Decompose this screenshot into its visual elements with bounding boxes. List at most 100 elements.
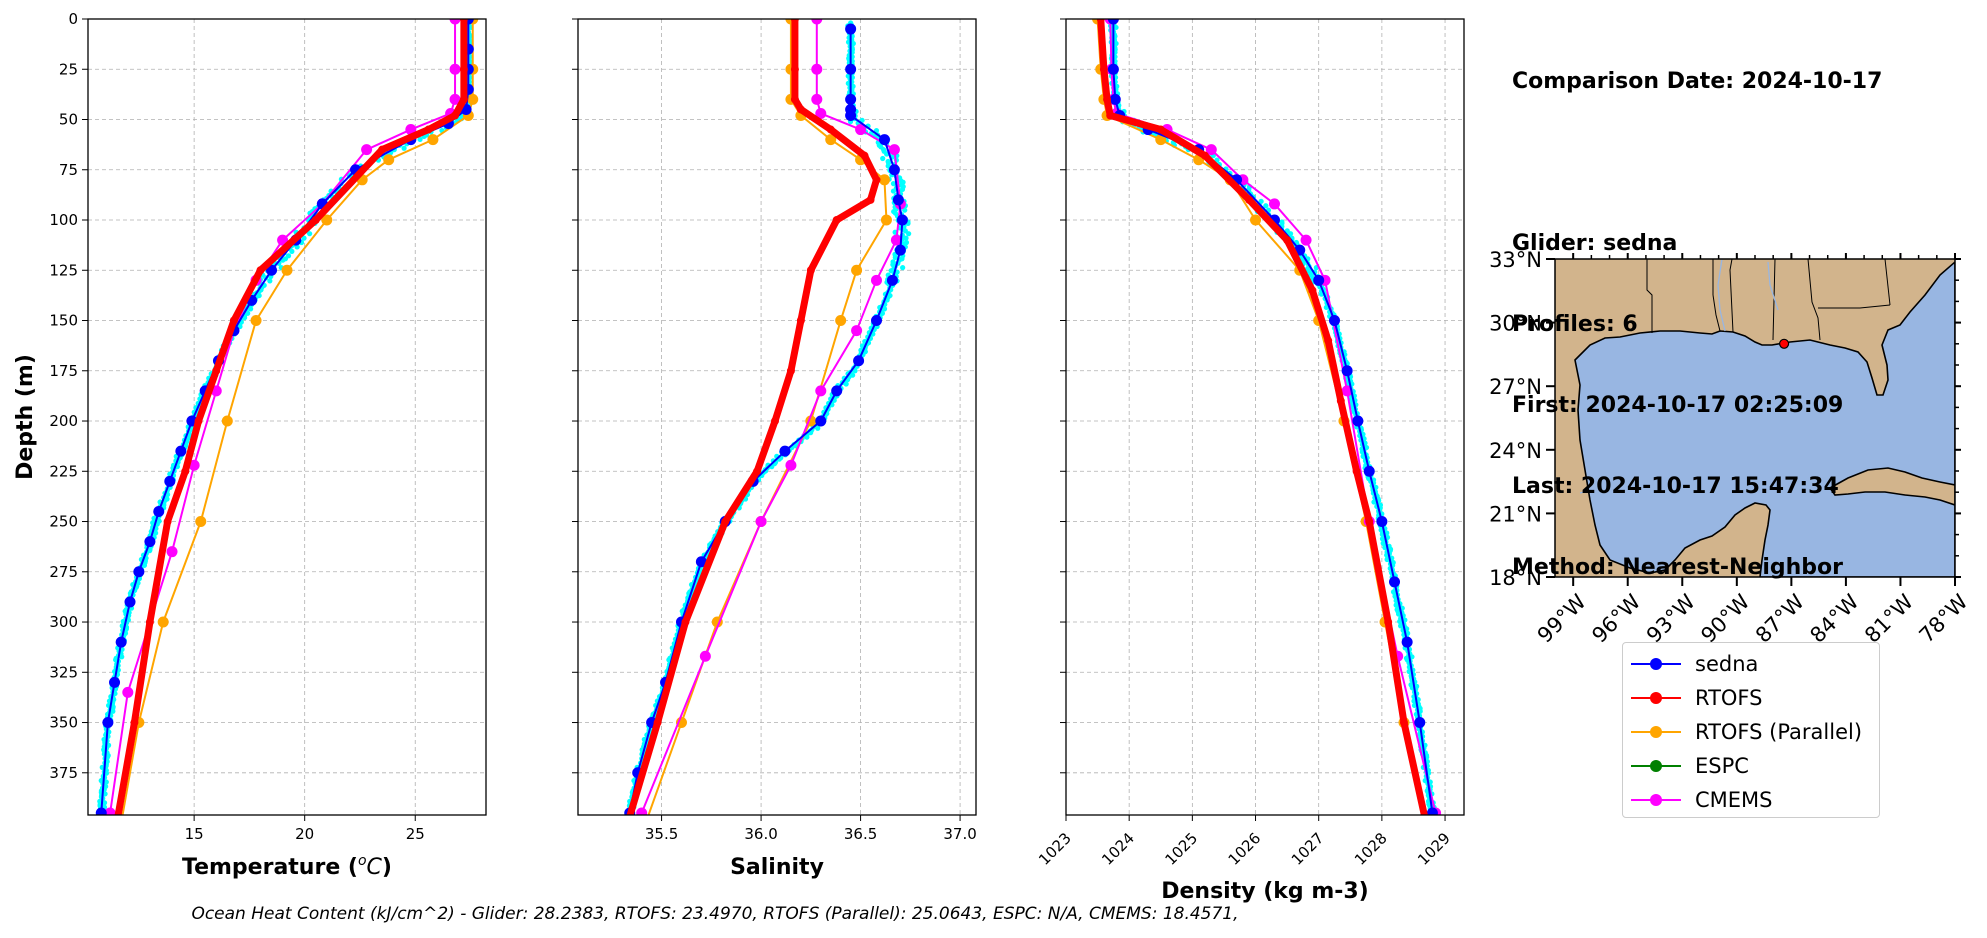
series-point-rtofs: [1106, 111, 1115, 120]
series-point-cmems: [890, 234, 902, 246]
panel-frame: [1065, 18, 1465, 816]
series-point-rtofs-parallel-: [880, 214, 892, 226]
series-point-rtofs-parallel-: [116, 818, 127, 829]
panel-data: [1092, 19, 1442, 815]
first-profile-time: First: 2024-10-17 02:25:09: [1512, 393, 1844, 418]
series-point-cmems: [449, 63, 461, 75]
series-point-sedna: [109, 676, 121, 688]
glider-point: [885, 163, 891, 169]
interpolation-method: Method: Nearest-Neighbor: [1512, 555, 1843, 580]
series-point-rtofs: [229, 316, 238, 325]
y-tick-label: 75: [59, 161, 78, 179]
glider-point: [892, 254, 898, 260]
series-point-rtofs: [1103, 95, 1112, 104]
legend-item-sedna: sedna: [1623, 647, 1879, 681]
glider-point: [900, 265, 906, 271]
series-point-rtofs: [1283, 236, 1292, 245]
series-point-rtofs: [424, 125, 433, 134]
glider-point: [307, 231, 313, 237]
legend-swatch: [1631, 756, 1681, 776]
series-point-cmems: [699, 650, 711, 662]
series-point-sedna: [1341, 365, 1353, 377]
series-point-rtofs-parallel-: [321, 214, 333, 226]
x-tick-label: 25: [406, 825, 425, 843]
series-point-rtofs: [311, 216, 320, 225]
series-line-rtofs-parallel-: [647, 19, 888, 815]
y-tick-label: 25: [59, 60, 78, 78]
y-tick-label: 350: [49, 714, 78, 732]
legend-label: CMEMS: [1695, 788, 1773, 812]
series-point-rtofs-parallel-: [1250, 214, 1262, 226]
gulf-map: 99°W96°W93°W90°W87°W84°W81°W78°W33°N30°N…: [1489, 248, 1973, 648]
glider-point: [1398, 623, 1404, 629]
comparison-info-block: Comparison Date: 2024-10-17 Glider: sedn…: [1512, 14, 1882, 635]
y-tick-label: 375: [49, 764, 78, 782]
glider-point: [1409, 654, 1415, 660]
series-point-sedna: [831, 385, 843, 397]
y-tick-label: 150: [49, 312, 78, 330]
series-line-rtofs: [1097, 19, 1428, 815]
series-point-rtofs: [1308, 286, 1317, 295]
series-point-cmems: [1268, 198, 1280, 210]
glider-point: [880, 155, 886, 162]
series-point-rtofs: [796, 316, 805, 325]
series-point-cmems: [361, 144, 373, 156]
series-point-cmems: [811, 93, 823, 105]
series-point-sedna: [871, 315, 882, 327]
series-point-sedna: [1426, 807, 1438, 815]
glider-point: [1384, 556, 1390, 563]
series-point-cmems: [785, 459, 797, 471]
legend-item-rtofs-parallel: RTOFS (Parallel): [1623, 715, 1879, 749]
series-point-sedna: [153, 505, 165, 517]
series-point-sedna: [95, 807, 107, 815]
glider-point: [153, 530, 159, 536]
panel-frame: [87, 18, 487, 816]
series-point-rtofs: [194, 417, 203, 426]
series-point-rtofs: [459, 65, 468, 74]
series-point-rtofs: [771, 417, 780, 426]
series-point-rtofs: [1200, 151, 1209, 160]
series-point-sedna: [115, 636, 127, 648]
series-point-cmems: [166, 546, 178, 558]
map-x-tick-label: 78°W: [1915, 589, 1973, 647]
legend-swatch: [1631, 722, 1681, 742]
series-point-cmems: [449, 93, 461, 105]
last-profile-time: Last: 2024-10-17 15:47:34: [1512, 474, 1839, 499]
cuba-island: [1828, 467, 1955, 506]
series-point-rtofs: [113, 819, 121, 827]
series-point-rtofs: [163, 517, 172, 526]
y-tick-label: 175: [49, 362, 78, 380]
series-point-sedna: [1107, 19, 1119, 25]
series-point-rtofs-parallel-: [383, 154, 395, 166]
series-point-rtofs: [1099, 65, 1108, 74]
legend-label: sedna: [1695, 652, 1759, 676]
y-tick-label: 100: [49, 211, 78, 229]
x-tick-label: 15: [185, 825, 204, 843]
series-point-sedna: [845, 93, 857, 105]
series-point-rtofs: [256, 266, 265, 275]
y-tick-label: 50: [59, 111, 78, 129]
legend-label: ESPC: [1695, 754, 1749, 778]
series-point-sedna: [1328, 315, 1340, 327]
series-point-rtofs: [786, 366, 795, 375]
glider-point: [899, 186, 906, 193]
series-point-sedna: [888, 164, 900, 176]
series-point-cmems: [1205, 144, 1217, 156]
glider-point: [1263, 203, 1269, 209]
series-point-rtofs-parallel-: [281, 264, 293, 276]
y-axis-label: Depth (m): [13, 354, 38, 480]
series-point-cmems: [815, 385, 827, 397]
series-point-sedna: [892, 194, 904, 206]
series-point-sedna: [175, 445, 187, 457]
legend-swatch: [1631, 790, 1681, 810]
series-point-sedna: [1313, 274, 1325, 286]
series-point-cmems: [277, 234, 289, 246]
map-y-tick-label: 30°N: [1489, 312, 1542, 336]
series-point-sedna: [853, 355, 865, 367]
glider-point: [1214, 157, 1220, 163]
x-tick-label: 1026: [1225, 829, 1265, 869]
x-tick-label: 36.0: [744, 825, 777, 843]
series-point-cmems: [871, 274, 882, 286]
series-point-rtofs-parallel-: [427, 134, 439, 146]
